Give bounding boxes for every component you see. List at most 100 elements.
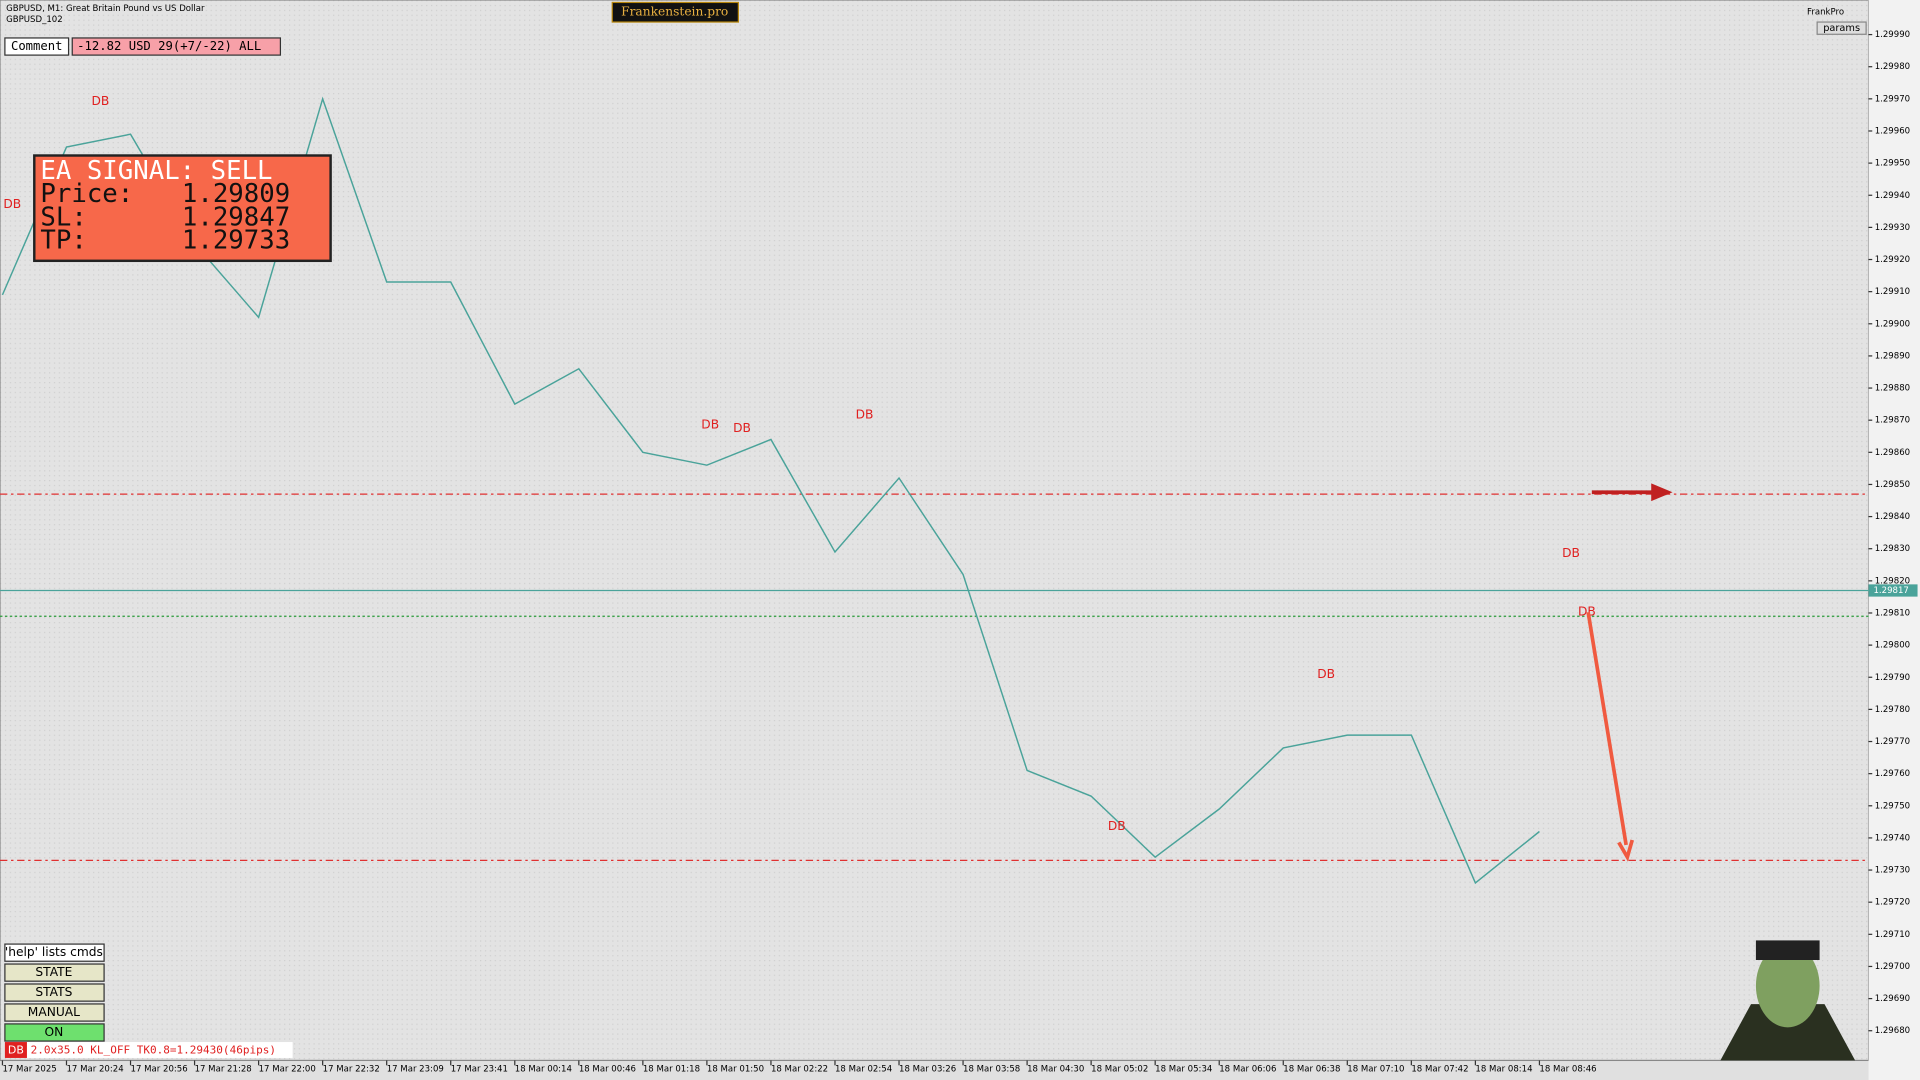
x-tick-label: 17 Mar 20:24: [66, 1064, 123, 1074]
y-tick-label: 1.29930: [1875, 223, 1910, 233]
x-tick-label: 18 Mar 00:14: [515, 1064, 572, 1074]
pattern-label: DB: [1317, 667, 1335, 681]
pattern-label: DB: [733, 421, 751, 435]
y-tick-label: 1.29790: [1875, 673, 1910, 683]
x-tick-label: 18 Mar 07:42: [1411, 1064, 1468, 1074]
y-tick-label: 1.29840: [1875, 512, 1910, 522]
x-tick-label: 18 Mar 06:38: [1283, 1064, 1340, 1074]
signal-title: EA SIGNAL: SELL: [40, 156, 272, 186]
signal-sl-label: SL:: [40, 202, 86, 232]
x-tick-label: 18 Mar 01:18: [643, 1064, 700, 1074]
y-tick-label: 1.29760: [1875, 769, 1910, 779]
y-tick-label: 1.29720: [1875, 898, 1910, 908]
button-label[interactable]: STATS: [35, 985, 72, 999]
signal-sl: 1.29847: [182, 202, 290, 232]
user: FrankPro: [1807, 8, 1844, 18]
brand-box: [611, 1, 739, 23]
status-tag-box: [4, 1042, 27, 1058]
button-label[interactable]: ON: [44, 1025, 63, 1039]
y-tick-label: 1.29740: [1875, 833, 1910, 843]
comment-box: [4, 37, 70, 56]
pattern-label: DB: [3, 197, 21, 211]
button[interactable]: [4, 963, 105, 982]
y-tick-label: 1.29920: [1875, 255, 1910, 265]
y-tick-label: 1.29850: [1875, 480, 1910, 490]
x-tick-label: 18 Mar 04:30: [1027, 1064, 1084, 1074]
y-tick-label: 1.29810: [1875, 608, 1910, 618]
subtitle: GBPUSD_102: [6, 15, 63, 25]
x-tick-label: 17 Mar 22:32: [323, 1064, 380, 1074]
price-axis: [1868, 0, 1920, 1080]
y-tick-label: 1.29710: [1875, 930, 1910, 940]
pattern-label: DB: [91, 94, 109, 108]
y-tick-label: 1.29990: [1875, 30, 1910, 40]
y-tick-label: 1.29770: [1875, 737, 1910, 747]
x-tick-label: 17 Mar 23:09: [387, 1064, 444, 1074]
pattern-label: DB: [1108, 819, 1126, 833]
y-tick-label: 1.29880: [1875, 384, 1910, 394]
pattern-label: DB: [1578, 605, 1596, 619]
sl-arrow: [1591, 483, 1673, 502]
y-tick-label: 1.29730: [1875, 866, 1910, 876]
mascot: [1720, 940, 1856, 1061]
tp-arrow: [1586, 611, 1635, 862]
signal-tp: 1.29733: [182, 226, 290, 256]
y-tick-label: 1.29690: [1875, 994, 1910, 1004]
button[interactable]: [4, 1003, 105, 1022]
comment-value-box: [71, 37, 282, 56]
y-tick-label: 1.29750: [1875, 801, 1910, 811]
y-tick-label: 1.29950: [1875, 159, 1910, 169]
x-tick-label: 17 Mar 22:00: [259, 1064, 316, 1074]
symbol-title: GBPUSD, M1: Great Britain Pound vs US Do…: [6, 4, 205, 14]
status-tag: DB: [8, 1044, 24, 1057]
button[interactable]: [4, 1023, 105, 1042]
params-label[interactable]: params: [1823, 23, 1860, 34]
x-tick-label: 17 Mar 23:41: [451, 1064, 508, 1074]
price-line: [1, 96, 1540, 885]
y-tick-label: 1.29960: [1875, 126, 1910, 136]
y-tick-label: 1.29820: [1875, 576, 1910, 586]
button-label[interactable]: MANUAL: [28, 1005, 80, 1019]
x-tick-label: 17 Mar 21:28: [195, 1064, 252, 1074]
button-label[interactable]: 'help' lists cmds: [5, 945, 103, 959]
x-tick-label: 18 Mar 00:46: [579, 1064, 636, 1074]
x-tick-label: 18 Mar 05:02: [1091, 1064, 1148, 1074]
y-tick-label: 1.29800: [1875, 641, 1910, 651]
x-tick-label: 18 Mar 02:22: [771, 1064, 828, 1074]
button-panel: 'help' lists cmds STATE STATS MANUAL ON: [4, 943, 105, 1042]
x-tick-label: 18 Mar 03:58: [963, 1064, 1020, 1074]
y-tick-label: 1.29980: [1875, 62, 1910, 72]
status-bar: [4, 1042, 293, 1058]
x-tick-label: 18 Mar 03:26: [899, 1064, 956, 1074]
params-button[interactable]: [1816, 21, 1867, 35]
y-tick-label: 1.29900: [1875, 319, 1910, 329]
comment-label: Comment: [11, 39, 63, 53]
button[interactable]: [4, 943, 105, 962]
y-tick-label: 1.29830: [1875, 544, 1910, 554]
signal-tp-label: TP:: [40, 226, 86, 256]
x-tick-label: 18 Mar 02:54: [835, 1064, 892, 1074]
y-tick-label: 1.29890: [1875, 351, 1910, 361]
pattern-label: DB: [856, 408, 874, 422]
button[interactable]: [4, 983, 105, 1002]
x-tick-label: 17 Mar 20:56: [131, 1064, 188, 1074]
y-tick-label: 1.29700: [1875, 962, 1910, 972]
pattern-label: DB: [1562, 546, 1580, 560]
y-tick-label: 1.29910: [1875, 287, 1910, 297]
signal-box: [33, 154, 332, 263]
x-tick-label: 18 Mar 08:46: [1539, 1064, 1596, 1074]
y-tick-label: 1.29860: [1875, 448, 1910, 458]
x-tick-label: 17 Mar 2025: [2, 1064, 56, 1074]
comment-value: -12.82 USD 29(+7/-22) ALL: [77, 39, 261, 53]
y-tick-label: 1.29680: [1875, 1026, 1910, 1036]
signal-price-label: Price:: [40, 179, 133, 209]
y-tick-label: 1.29870: [1875, 416, 1910, 426]
current-price-label: 1.29817: [1873, 586, 1908, 596]
button-label[interactable]: STATE: [35, 965, 72, 979]
x-tick-label: 18 Mar 05:34: [1155, 1064, 1212, 1074]
x-tick-label: 18 Mar 07:10: [1347, 1064, 1404, 1074]
pattern-label: DB: [701, 417, 719, 431]
x-tick-label: 18 Mar 01:50: [707, 1064, 764, 1074]
